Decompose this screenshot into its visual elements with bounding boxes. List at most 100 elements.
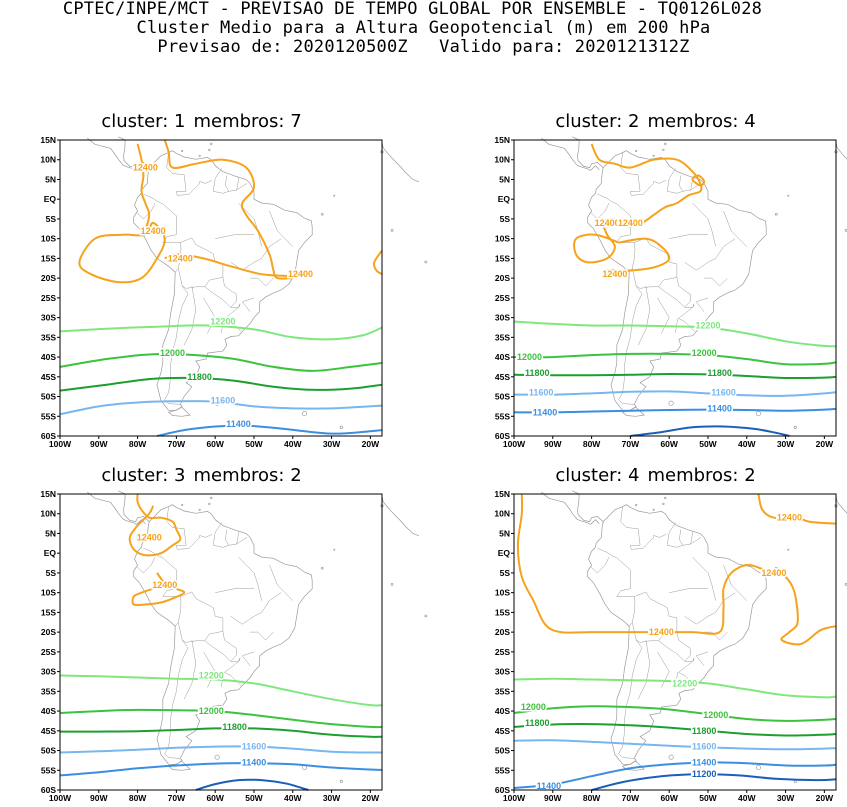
- contour-label: 11800: [525, 368, 550, 378]
- contour-label: 11800: [707, 368, 732, 378]
- cluster-2-members: membros: 4: [647, 111, 756, 132]
- lat-label: 35S: [41, 686, 56, 696]
- cluster-4-title: cluster: 4 membros: 2: [472, 466, 839, 486]
- lon-label: 30W: [323, 793, 341, 803]
- lat-label: 10S: [495, 234, 510, 244]
- contour-12200: [59, 674, 383, 707]
- lat-label: 5S: [46, 568, 57, 578]
- lon-label: 80W: [583, 793, 601, 803]
- contour-label: 12000: [199, 706, 224, 716]
- contour-12200: [513, 677, 837, 699]
- lat-label: 10N: [40, 155, 56, 165]
- lat-label: 60S: [41, 431, 56, 441]
- contour-12400: [136, 143, 151, 232]
- contour-11800: [513, 723, 837, 737]
- lat-label: 30S: [41, 313, 56, 323]
- lat-label: 50S: [495, 746, 510, 756]
- lat-label: 40S: [41, 352, 56, 362]
- lon-label: 50W: [699, 793, 717, 803]
- geopotential-contours: [59, 493, 383, 791]
- lat-label: 35S: [495, 332, 510, 342]
- contour-label: 11200: [692, 769, 717, 779]
- contour-label: 12400: [141, 226, 166, 236]
- lon-label: 50W: [245, 793, 263, 803]
- lat-label: 20S: [495, 627, 510, 637]
- lon-label: 90W: [90, 439, 108, 449]
- contour-label: 11600: [711, 388, 736, 398]
- header-line-2: Cluster Medio para a Altura Geopotencial…: [136, 18, 711, 38]
- lat-label: 15S: [41, 607, 56, 617]
- valid-time: Valido para: 2020121312Z: [439, 37, 690, 57]
- lat-label: 35S: [495, 686, 510, 696]
- contour-label: 12400: [618, 218, 643, 228]
- lat-label: 5N: [499, 174, 510, 184]
- lat-label: 5S: [46, 214, 57, 224]
- lat-label: 10S: [41, 588, 56, 598]
- contour-11600: [513, 739, 837, 751]
- contour-12000: [59, 708, 383, 729]
- cluster-4-map: 12400 12400 12400 12200 12000 12000 11800 11800…: [494, 489, 847, 803]
- country-borders: [136, 152, 293, 405]
- lon-label: 30W: [777, 439, 795, 449]
- header-line-1: CPTEC/INPE/MCT - PREVISAO DE TEMPO GLOBA…: [62, 0, 763, 19]
- lat-label: 30S: [495, 313, 510, 323]
- cluster-4-panel: cluster: 4 membros: 2 12400 12400 12400 1220…: [472, 466, 847, 807]
- lat-label: 10N: [494, 155, 510, 165]
- contour-label: 12200: [199, 671, 224, 681]
- lon-label: 60W: [660, 439, 678, 449]
- contour-label: 12200: [695, 320, 720, 330]
- lon-label: 80W: [583, 439, 601, 449]
- lat-label: 15N: [494, 135, 510, 145]
- contour-label: 12200: [210, 317, 235, 327]
- lat-label: 60S: [41, 785, 56, 795]
- plot-frame: [513, 139, 837, 437]
- lat-label: 15N: [494, 489, 510, 499]
- lon-label: 100W: [49, 439, 72, 449]
- map-layer: 1240012400124001220012000120001180011800…: [513, 490, 847, 793]
- lat-label: 50S: [41, 746, 56, 756]
- contour-label: 12000: [703, 710, 728, 720]
- geopotential-contours: [513, 143, 837, 437]
- lon-label: 30W: [777, 793, 795, 803]
- contour-label: 11800: [222, 722, 247, 732]
- lon-label: 90W: [544, 793, 562, 803]
- lon-label: 20W: [362, 793, 380, 803]
- coastline: [86, 490, 428, 783]
- lon-label: 80W: [129, 439, 147, 449]
- lat-label: 5S: [500, 568, 511, 578]
- plot-frame: [59, 493, 383, 791]
- lat-label: 15S: [495, 607, 510, 617]
- lat-label: 5S: [500, 214, 511, 224]
- contour-11200: [630, 425, 790, 437]
- country-borders: [136, 506, 293, 759]
- contour-12400: [691, 174, 706, 187]
- contour-label: 12000: [517, 352, 542, 362]
- lat-label: 20S: [41, 627, 56, 637]
- lon-label: 60W: [206, 439, 224, 449]
- lon-label: 90W: [90, 793, 108, 803]
- cluster-1-number: cluster: 1: [101, 111, 186, 132]
- lat-label: 60S: [495, 785, 510, 795]
- lon-label: 100W: [503, 793, 526, 803]
- contour-12400: [762, 568, 837, 646]
- lat-label: 45S: [495, 372, 510, 382]
- lat-label: 25S: [41, 647, 56, 657]
- contour-11600: [59, 745, 383, 754]
- country-borders: [590, 152, 747, 405]
- lat-label: 40S: [41, 706, 56, 716]
- cluster-3-number: cluster: 3: [101, 465, 186, 486]
- lat-label: EQ: [498, 548, 511, 558]
- lat-label: 15S: [495, 253, 510, 263]
- cluster-1-members: membros: 7: [193, 111, 302, 132]
- plot-frame: [513, 493, 837, 791]
- coastline: [540, 136, 847, 429]
- country-borders: [590, 506, 747, 759]
- lat-label: 5N: [45, 174, 56, 184]
- contour-label: 11600: [211, 395, 236, 405]
- lat-label: 15S: [41, 253, 56, 263]
- contour-label: 11800: [692, 726, 717, 736]
- contour-12000: [59, 353, 383, 372]
- lon-label: 60W: [206, 793, 224, 803]
